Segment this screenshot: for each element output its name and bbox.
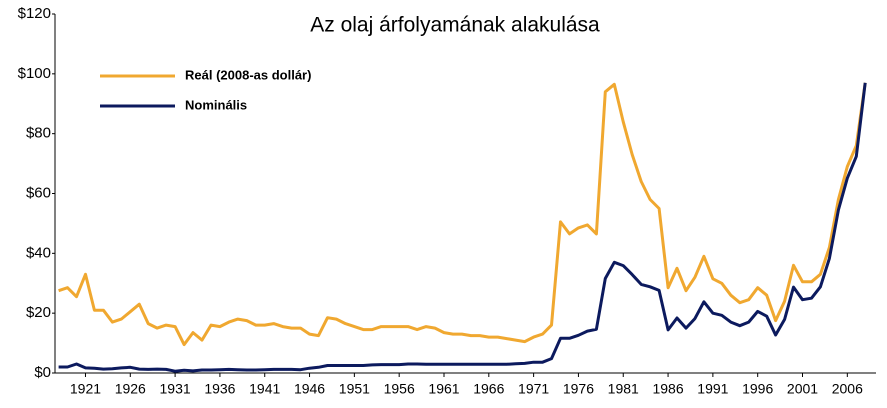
y-tick-label: $80	[26, 125, 51, 142]
x-tick-label: 1936	[204, 381, 235, 397]
x-tick-label: 1976	[563, 381, 594, 397]
x-tick-label: 1961	[428, 381, 459, 397]
x-tick-label: 1946	[294, 381, 325, 397]
y-tick-label: $20	[26, 304, 51, 321]
x-tick-label: 1971	[518, 381, 549, 397]
y-tick-label: $100	[18, 65, 51, 82]
x-tick-label: 1966	[473, 381, 504, 397]
x-tick-label: 1991	[697, 381, 728, 397]
x-tick-label: 2001	[787, 381, 818, 397]
series-line	[58, 82, 867, 373]
x-tick-label: 2006	[832, 381, 863, 397]
y-tick-label: $120	[18, 5, 51, 22]
x-tick-label: 1926	[115, 381, 146, 397]
x-tick-label: 1986	[652, 381, 683, 397]
x-tick-label: 1996	[742, 381, 773, 397]
legend-label: Reál (2008-as dollár)	[185, 67, 311, 82]
x-tick-label: 1931	[160, 381, 191, 397]
y-tick-label: $0	[34, 364, 51, 381]
x-tick-label: 1921	[70, 381, 101, 397]
y-tick-label: $40	[26, 244, 51, 261]
legend-label: Nominális	[185, 97, 247, 112]
chart-title: Az olaj árfolyamának alakulása	[310, 14, 600, 37]
x-tick-label: 1941	[249, 381, 280, 397]
x-tick-label: 1956	[384, 381, 415, 397]
x-tick-label: 1981	[608, 381, 639, 397]
x-tick-label: 1951	[339, 381, 370, 397]
series-line	[58, 82, 867, 347]
y-tick-label: $60	[26, 184, 51, 201]
